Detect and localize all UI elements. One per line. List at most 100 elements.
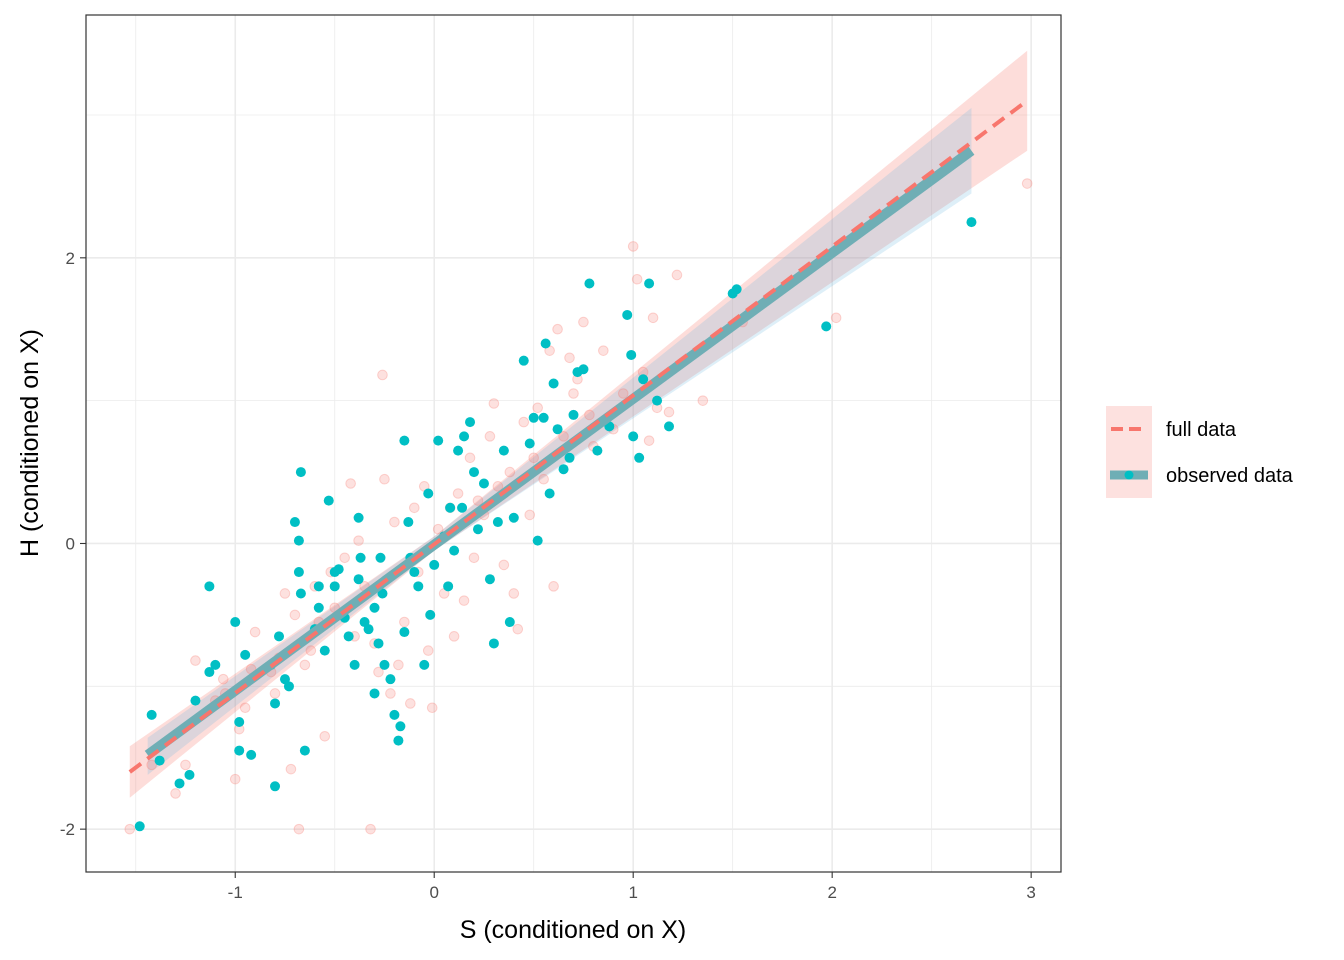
observed-data-point	[190, 695, 201, 706]
observed-data-point	[389, 709, 400, 720]
grid	[86, 15, 1061, 872]
full-data-point	[399, 616, 410, 628]
full-data-band-area	[129, 50, 1028, 798]
full-data-point	[552, 323, 563, 335]
observed-data-point	[453, 445, 464, 456]
observed-data-point	[353, 512, 364, 523]
full-data-point	[830, 312, 842, 324]
full-data-confidence-band	[129, 50, 1028, 798]
legend: full data observed data	[1106, 406, 1294, 498]
full-data-point	[373, 666, 384, 678]
observed-data-point	[385, 674, 396, 685]
observed-data-point	[528, 412, 539, 423]
observed-data-point	[564, 452, 575, 463]
full-data-point	[389, 516, 400, 528]
legend-item-observed-data: observed data	[1106, 452, 1294, 498]
full-data-point	[532, 402, 543, 414]
x-axis: -1 0 1 2 3	[228, 872, 1036, 902]
full-data-point	[239, 702, 251, 714]
observed-data-point	[498, 445, 509, 456]
full-data-point	[377, 369, 388, 381]
observed-data-point	[369, 602, 380, 613]
full-data-point	[180, 759, 191, 771]
observed-data-point	[524, 438, 535, 449]
full-data-point	[432, 523, 444, 535]
full-data-point	[504, 466, 516, 478]
observed-data-point	[644, 278, 655, 289]
y-tick-label: -2	[60, 820, 75, 839]
full-data-point	[289, 609, 301, 621]
full-data-point	[269, 688, 281, 699]
observed-data-point	[472, 524, 483, 535]
observed-data-point	[319, 645, 330, 656]
full-data-point	[512, 623, 524, 635]
observed-data-point	[295, 467, 306, 478]
observed-data-point	[403, 517, 414, 528]
full-data-point	[405, 698, 416, 709]
full-data-point	[458, 595, 470, 606]
observed-data-point	[313, 602, 324, 613]
observed-data-point	[652, 395, 663, 406]
full-data-point	[518, 416, 530, 428]
observed-data-point	[204, 667, 215, 678]
observed-data-point	[355, 552, 366, 563]
x-tick-label: 3	[1026, 883, 1035, 902]
observed-data-point	[626, 349, 637, 360]
observed-data-point	[492, 517, 503, 528]
full-data-point	[663, 406, 675, 418]
full-data-point	[643, 435, 655, 446]
observed-data-point	[375, 552, 386, 563]
observed-data-point	[353, 574, 364, 585]
full-data-point	[365, 823, 376, 835]
observed-data-point	[395, 721, 406, 732]
full-data-point	[598, 345, 609, 356]
observed-data-point	[628, 431, 639, 442]
full-data-point	[484, 431, 496, 442]
full-data-point	[564, 352, 575, 364]
observed-data-point	[540, 338, 551, 349]
observed-data-point	[234, 717, 245, 728]
observed-data-point	[664, 421, 675, 432]
observed-data-point	[538, 412, 549, 423]
observed-data-points	[134, 217, 977, 832]
observed-data-point	[634, 452, 645, 463]
observed-data-point	[731, 284, 742, 295]
observed-data-point	[399, 627, 410, 638]
full-data-point	[498, 559, 510, 571]
full-data-point	[578, 316, 589, 328]
observed-data-point	[293, 567, 304, 578]
full-data-point	[426, 702, 438, 714]
observed-data-point	[313, 581, 324, 592]
full-data-point	[464, 452, 476, 464]
observed-data-point	[349, 659, 360, 670]
observed-data-point	[373, 638, 384, 649]
observed-data-point	[457, 502, 468, 513]
observed-data-point	[230, 617, 241, 628]
legend-key-observed-data-point	[1124, 470, 1134, 480]
observed-data-point	[568, 409, 579, 420]
observed-data-point	[478, 478, 489, 489]
observed-data-point	[154, 755, 165, 766]
x-tick-label: -1	[228, 883, 243, 902]
observed-data-point	[246, 749, 257, 760]
observed-data-point	[425, 609, 436, 620]
observed-data-point	[270, 781, 281, 792]
observed-data-point	[443, 581, 454, 592]
full-data-point	[409, 502, 420, 514]
observed-data-point	[293, 535, 304, 546]
observed-data-point	[299, 745, 310, 756]
observed-data-point	[584, 278, 595, 289]
observed-data-point	[821, 321, 832, 332]
observed-data-point	[146, 709, 157, 720]
observed-data-point	[204, 581, 215, 592]
full-data-point	[339, 552, 350, 564]
observed-data-point	[504, 617, 515, 628]
full-data-point	[524, 509, 536, 521]
observed-data-point	[449, 545, 460, 556]
observed-data-point	[558, 464, 569, 475]
observed-data-point	[333, 564, 344, 575]
observed-data-point	[379, 659, 390, 670]
legend-label-observed-data: observed data	[1166, 465, 1294, 487]
full-data-point	[299, 659, 311, 671]
